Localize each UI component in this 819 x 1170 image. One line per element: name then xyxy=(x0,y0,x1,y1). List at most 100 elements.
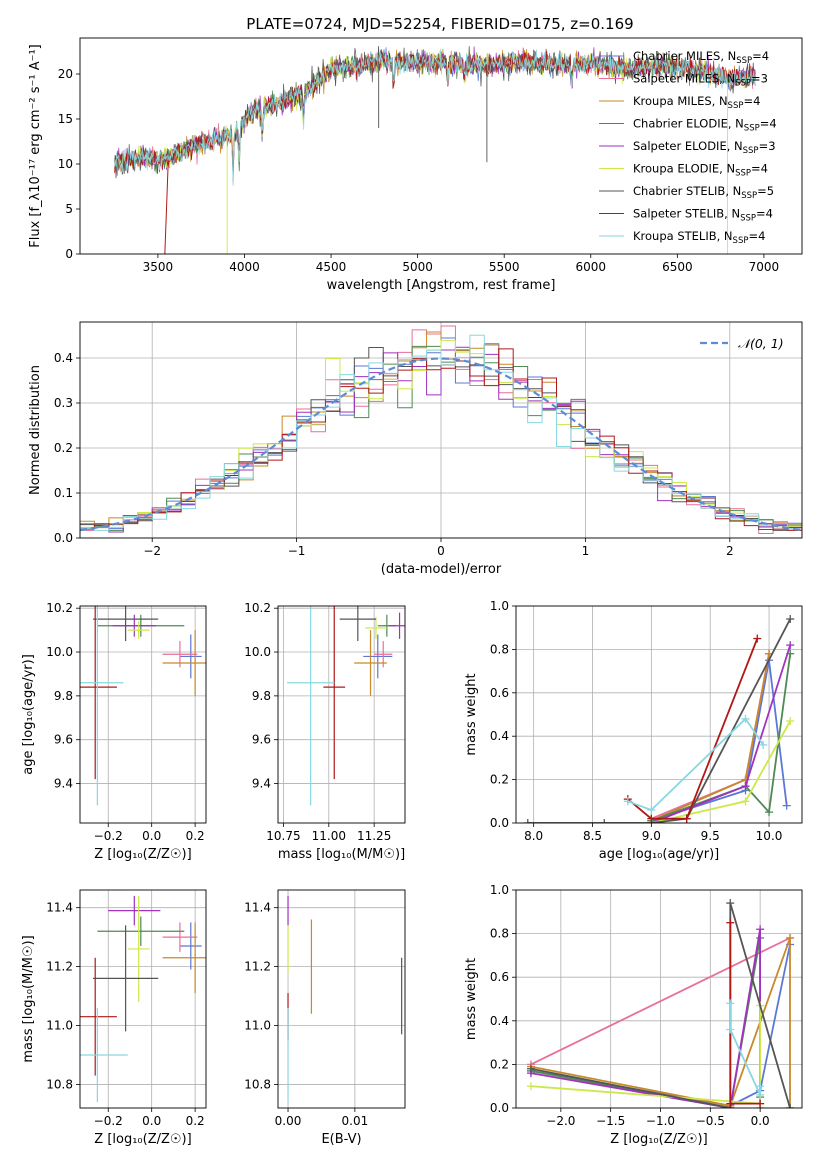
data-point xyxy=(287,606,335,806)
weight-marker xyxy=(523,819,532,823)
legend-subscript: SSP xyxy=(735,169,751,179)
weight-marker xyxy=(526,1064,535,1073)
x-axis-label: mass [log₁₀(M/M☉)] xyxy=(278,847,405,862)
legend-entry: Chabrier ELODIE, NSSP=4 xyxy=(633,117,777,134)
weight-marker xyxy=(786,717,795,726)
data-point xyxy=(80,606,117,780)
x-tick-label: 1 xyxy=(582,544,590,558)
y-tick-label: 10.8 xyxy=(46,1077,73,1091)
y-tick-label: 9.4 xyxy=(252,777,271,791)
axes-frame xyxy=(277,605,406,824)
weight-marker xyxy=(786,1104,795,1108)
legend-entry: Chabrier MILES, NSSP=4 xyxy=(633,49,769,66)
weight-marker xyxy=(756,1082,765,1091)
y-axis-label: Normed distribution xyxy=(28,365,43,495)
weight-line xyxy=(651,660,788,822)
data-point xyxy=(127,895,150,1002)
weight-vs-age-panel: 8.0 8.5 9.0 9.5 10.0 0.0 0.2 0.4 0.6 0.8 1.0 age [l… xyxy=(464,599,803,862)
legend-subscript: SSP xyxy=(743,146,759,156)
weight-marker xyxy=(756,925,765,934)
y-tick-label: 9.8 xyxy=(54,689,73,703)
x-tick-label: 5000 xyxy=(402,260,433,274)
weight-marker xyxy=(786,933,795,942)
y-tick-label: 10.0 xyxy=(244,645,271,659)
histogram-step xyxy=(80,334,802,538)
x-tick-label: 0 xyxy=(437,544,445,558)
legend-subscript: SSP xyxy=(741,191,757,201)
y-tick-label: 0.0 xyxy=(54,531,73,545)
x-tick-label: −0.2 xyxy=(94,1114,123,1128)
weight-marker xyxy=(741,714,750,723)
spectrum-line xyxy=(114,48,756,186)
plot-area xyxy=(516,606,802,823)
age-vs-mass-panel: 10.75 11.00 11.25 9.4 9.6 9.8 10.0 10.2 mass [lo… xyxy=(244,601,406,862)
x-tick-label: 5500 xyxy=(489,260,520,274)
y-tick-label: 0.0 xyxy=(490,816,509,830)
data-point xyxy=(127,621,150,639)
weight-marker xyxy=(726,1099,735,1108)
y-axis-label: mass weight xyxy=(464,958,479,1040)
axes-frame xyxy=(79,605,207,824)
y-tick-label: 11.4 xyxy=(46,901,73,915)
legend-entry-value: =4 xyxy=(756,207,773,221)
weight-marker xyxy=(759,740,768,749)
weight-marker xyxy=(526,1082,535,1091)
plot-area xyxy=(80,322,802,538)
x-tick-label: 10.0 xyxy=(756,829,783,843)
x-tick-label: 6500 xyxy=(662,260,693,274)
weight-marker xyxy=(623,797,632,806)
age-vs-metallicity-panel: −0.2 0.0 0.2 9.4 9.6 9.8 10.0 10.2 Z [log₁₀(Z/Z☉… xyxy=(21,601,207,862)
legend-entry: Kroupa ELODIE, NSSP=4 xyxy=(633,162,768,179)
axes-frame xyxy=(79,889,207,1109)
y-tick-label: 0.8 xyxy=(490,927,509,941)
y-tick-label: 0.2 xyxy=(490,773,509,787)
legend-subscript: SSP xyxy=(744,124,760,134)
y-axis-label: Flux [f_λ10⁻¹⁷ erg cm⁻² s⁻¹ A⁻¹] xyxy=(28,44,43,248)
data-point xyxy=(365,616,387,639)
legend-entry-value: =4 xyxy=(752,49,769,63)
axes: −0.2 0.0 0.2 9.4 9.6 9.8 10.0 10.2 Z [log₁₀(Z/Z☉… xyxy=(21,601,207,862)
y-tick-label: 11.0 xyxy=(244,1019,271,1033)
weight-marker xyxy=(726,1025,735,1034)
data-point xyxy=(108,895,161,926)
axes-frame xyxy=(79,37,803,255)
legend-entry-value: =4 xyxy=(743,94,760,108)
x-tick-label: −0.5 xyxy=(696,1114,725,1128)
axes-frame xyxy=(277,889,406,1109)
legend-subscript: SSP xyxy=(733,236,749,246)
data-point xyxy=(80,957,117,1076)
legend-entry-value: =3 xyxy=(759,139,776,153)
residuals-panel: −2 −1 0 1 2 0.0 0.1 0.2 0.3 0.4 (data-model)/error… xyxy=(28,321,803,577)
legend-entry: Chabrier STELIB, NSSP=5 xyxy=(633,184,774,201)
weight-marker xyxy=(741,797,750,806)
x-tick-label: 0.0 xyxy=(142,1114,161,1128)
data-point xyxy=(162,922,198,952)
x-tick-label: 9.0 xyxy=(642,829,661,843)
data-point xyxy=(112,614,157,637)
y-tick-label: 9.8 xyxy=(252,689,271,703)
x-tick-label: 0.0 xyxy=(142,829,161,843)
x-tick-label: 11.25 xyxy=(357,829,391,843)
x-tick-label: 10.75 xyxy=(266,829,300,843)
x-tick-label: −2 xyxy=(143,544,161,558)
data-point xyxy=(179,634,202,679)
x-axis-label: Z [log₁₀(Z/Z☉)] xyxy=(610,1132,707,1147)
y-tick-label: 10.0 xyxy=(46,645,73,659)
data-point xyxy=(97,916,185,946)
plot-area xyxy=(516,890,802,1108)
x-tick-label: −1.0 xyxy=(646,1114,675,1128)
weight-line xyxy=(650,653,792,822)
y-tick-label: 11.0 xyxy=(46,1019,73,1033)
x-tick-label: −1 xyxy=(288,544,306,558)
data-point xyxy=(80,606,124,806)
legend-entry-value: =4 xyxy=(760,117,777,131)
legend-entry: 𝒩(0, 1) xyxy=(738,336,784,351)
x-tick-label: 6000 xyxy=(575,260,606,274)
weight-marker xyxy=(765,808,774,817)
mass-vs-ebv-panel: 0.00 0.01 10.8 11.0 11.2 11.4 E(B-V) xyxy=(244,889,406,1147)
y-tick-label: 1.0 xyxy=(490,599,509,613)
y-tick-label: 0.1 xyxy=(54,486,73,500)
data-point xyxy=(323,606,346,780)
x-tick-label: 7000 xyxy=(749,260,780,274)
y-tick-label: 10.2 xyxy=(46,601,73,615)
